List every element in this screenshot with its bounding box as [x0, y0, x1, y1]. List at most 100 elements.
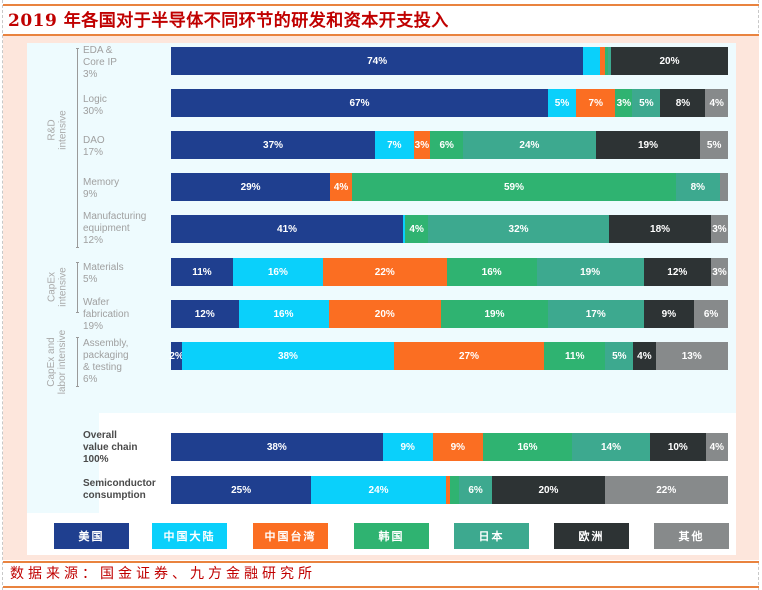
bar-segment-韩国: 19%	[441, 300, 548, 328]
legend-item: 中国台湾	[253, 523, 328, 549]
data-label: 20%	[659, 55, 680, 67]
data-label: 11%	[192, 266, 212, 278]
stacked-bar: 74% 20%	[171, 47, 728, 75]
data-label: 6%	[439, 139, 454, 151]
bar-segment-日本: 6%	[458, 476, 493, 504]
bar-segment-日本: 8%	[675, 173, 720, 201]
bottom-rule	[3, 586, 759, 588]
chart-panel-label-strip	[27, 413, 99, 513]
bar-segment-中国大陆: 5%	[547, 89, 577, 117]
bar-segment-其他: 4%	[705, 433, 728, 461]
data-label: 5%	[639, 97, 654, 109]
bar-segment-韩国: 59%	[352, 173, 676, 201]
bar-segment-美国: 11%	[171, 258, 233, 286]
bar-segment-中国大陆	[583, 47, 600, 75]
data-label: 59%	[503, 181, 524, 193]
data-label: 16%	[517, 441, 538, 453]
bar-segment-中国台湾: 27%	[393, 342, 545, 370]
bar-segment-欧洲: 19%	[595, 131, 701, 159]
data-label: 22%	[374, 266, 395, 278]
data-label: 9%	[400, 441, 415, 453]
bar-segment-日本: 24%	[463, 131, 596, 159]
stacked-bar: 11% 16% 22% 16% 19% 12% 3%	[171, 258, 728, 286]
source-rule	[3, 561, 759, 563]
group-bracket	[76, 262, 79, 313]
row-label: EDA & Core IP 3%	[83, 45, 117, 80]
data-label: 38%	[266, 441, 287, 453]
bar-segment-中国大陆: 7%	[375, 131, 414, 159]
legend-label: 欧洲	[578, 530, 605, 543]
legend-item: 其他	[654, 523, 729, 549]
bar-segment-美国: 74%	[171, 47, 584, 75]
bar-segment-中国大陆	[403, 215, 406, 243]
bar-segment-其他: 13%	[655, 342, 728, 370]
bar-segment-韩国: 16%	[482, 433, 573, 461]
bar-segment-欧洲: 20%	[611, 47, 728, 75]
row-label: Semiconductor consumption	[83, 478, 156, 501]
legend-item: 日本	[454, 523, 529, 549]
bar-segment-中国大陆: 16%	[232, 258, 323, 286]
bar-segment-韩国: 3%	[615, 89, 633, 117]
data-label: 6%	[703, 308, 719, 320]
row-label: Overall value chain 100%	[83, 430, 138, 465]
legend-label: 日本	[478, 530, 505, 543]
stacked-bar: 12% 16% 20% 19% 17% 9% 6%	[171, 300, 728, 328]
bar-segment-美国: 41%	[171, 215, 404, 243]
group-label: CapEx and labor intensive	[46, 329, 69, 395]
bar-segment-美国: 29%	[171, 173, 331, 201]
bar-segment-中国台湾: 4%	[330, 173, 353, 201]
stacked-bar: 37% 7% 3% 6% 24% 19% 5%	[171, 131, 728, 159]
data-label: 19%	[484, 308, 505, 320]
bar-segment-中国台湾: 3%	[413, 131, 431, 159]
group-bracket	[76, 337, 79, 387]
group-label: R&D intensive	[46, 110, 69, 150]
bar-segment-其他: 3%	[711, 258, 728, 286]
bar-segment-欧洲: 8%	[660, 89, 706, 117]
data-label: 3%	[712, 266, 727, 278]
data-label: 22%	[656, 484, 677, 496]
stacked-bar: 67% 5% 7% 3% 5% 8% 4%	[171, 89, 728, 117]
bar-segment-欧洲: 18%	[609, 215, 711, 243]
legend-label: 美国	[78, 530, 105, 543]
bar-segment-其他: 3%	[710, 215, 728, 243]
data-label: 27%	[458, 350, 479, 362]
data-label: 11%	[565, 350, 585, 362]
data-label: 7%	[387, 139, 402, 151]
group-bracket	[76, 48, 79, 248]
bar-segment-美国: 25%	[171, 476, 312, 504]
source-note: 数据来源：国金证券、九方金融研究所	[10, 566, 316, 582]
bar-segment-欧洲: 12%	[643, 258, 712, 286]
bar-segment-美国: 2%	[169, 342, 184, 370]
row-label: Wafer fabrication 19%	[83, 297, 130, 332]
row-label: Assembly, packaging & testing 6%	[83, 338, 129, 385]
row-label: Memory 9%	[83, 177, 120, 200]
legend-label: 其他	[678, 530, 705, 543]
frame-border-left	[2, 0, 3, 590]
data-label: 19%	[580, 266, 601, 278]
row-label: Logic 30%	[83, 94, 107, 117]
bar-segment-中国台湾	[599, 47, 606, 75]
bar-segment-美国: 67%	[171, 89, 548, 117]
data-label: 8%	[690, 181, 706, 193]
bar-segment-欧洲: 10%	[649, 433, 706, 461]
bar-segment-美国: 38%	[171, 433, 383, 461]
data-label: 4%	[709, 441, 725, 453]
bar-segment-其他: 22%	[604, 476, 728, 504]
bar-segment-中国台湾: 7%	[576, 89, 616, 117]
data-label: 74%	[367, 55, 388, 67]
bar-segment-其他: 6%	[694, 300, 728, 328]
data-label: 7%	[588, 97, 603, 109]
bar-segment-韩国	[605, 47, 609, 75]
data-label: 17%	[585, 308, 606, 320]
bar-segment-中国大陆: 24%	[311, 476, 446, 504]
bar-segment-中国大陆: 16%	[238, 300, 329, 328]
data-label: 19%	[637, 139, 658, 151]
data-label: 12%	[194, 308, 215, 320]
data-label: 10%	[667, 441, 688, 453]
bar-segment-韩国: 11%	[544, 342, 606, 370]
row-label: Materials 5%	[83, 262, 124, 285]
data-label: 3%	[414, 139, 430, 151]
group-label: CapEx intensive	[46, 267, 69, 307]
stacked-bar: 2% 38% 27% 11% 5% 4% 13%	[169, 342, 728, 370]
data-label: 4%	[709, 97, 724, 109]
